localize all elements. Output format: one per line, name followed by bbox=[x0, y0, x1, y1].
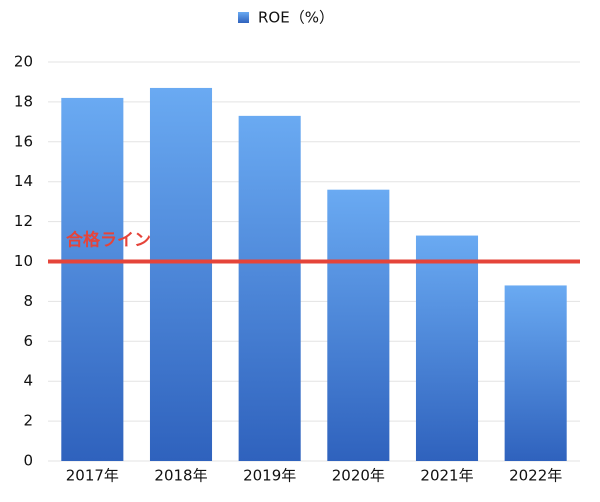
legend-swatch bbox=[238, 12, 249, 23]
x-tick-label: 2021年 bbox=[420, 467, 473, 485]
y-tick-label: 4 bbox=[23, 372, 33, 390]
x-tick-label: 2017年 bbox=[66, 467, 119, 485]
reference-label: 合格ライン bbox=[66, 230, 151, 251]
bar bbox=[415, 235, 479, 461]
y-tick-label: 20 bbox=[14, 53, 33, 71]
legend-label: ROE（%） bbox=[258, 9, 334, 27]
y-tick-label: 18 bbox=[14, 92, 33, 110]
x-tick-label: 2019年 bbox=[243, 467, 296, 485]
y-tick-label: 10 bbox=[14, 252, 33, 270]
y-tick-label: 0 bbox=[23, 452, 33, 470]
bar bbox=[238, 115, 301, 462]
y-tick-label: 16 bbox=[14, 132, 33, 150]
y-tick-label: 8 bbox=[23, 292, 33, 310]
x-tick-label: 2022年 bbox=[509, 467, 562, 485]
bar bbox=[504, 285, 567, 461]
bar bbox=[327, 189, 390, 461]
y-tick-label: 2 bbox=[23, 412, 33, 430]
y-tick-label: 14 bbox=[14, 172, 33, 190]
y-tick-label: 12 bbox=[14, 212, 33, 230]
bar bbox=[149, 87, 213, 461]
x-tick-label: 2018年 bbox=[154, 467, 207, 485]
bar bbox=[61, 97, 124, 461]
x-tick-label: 2020年 bbox=[332, 467, 385, 485]
y-tick-label: 6 bbox=[23, 332, 33, 350]
